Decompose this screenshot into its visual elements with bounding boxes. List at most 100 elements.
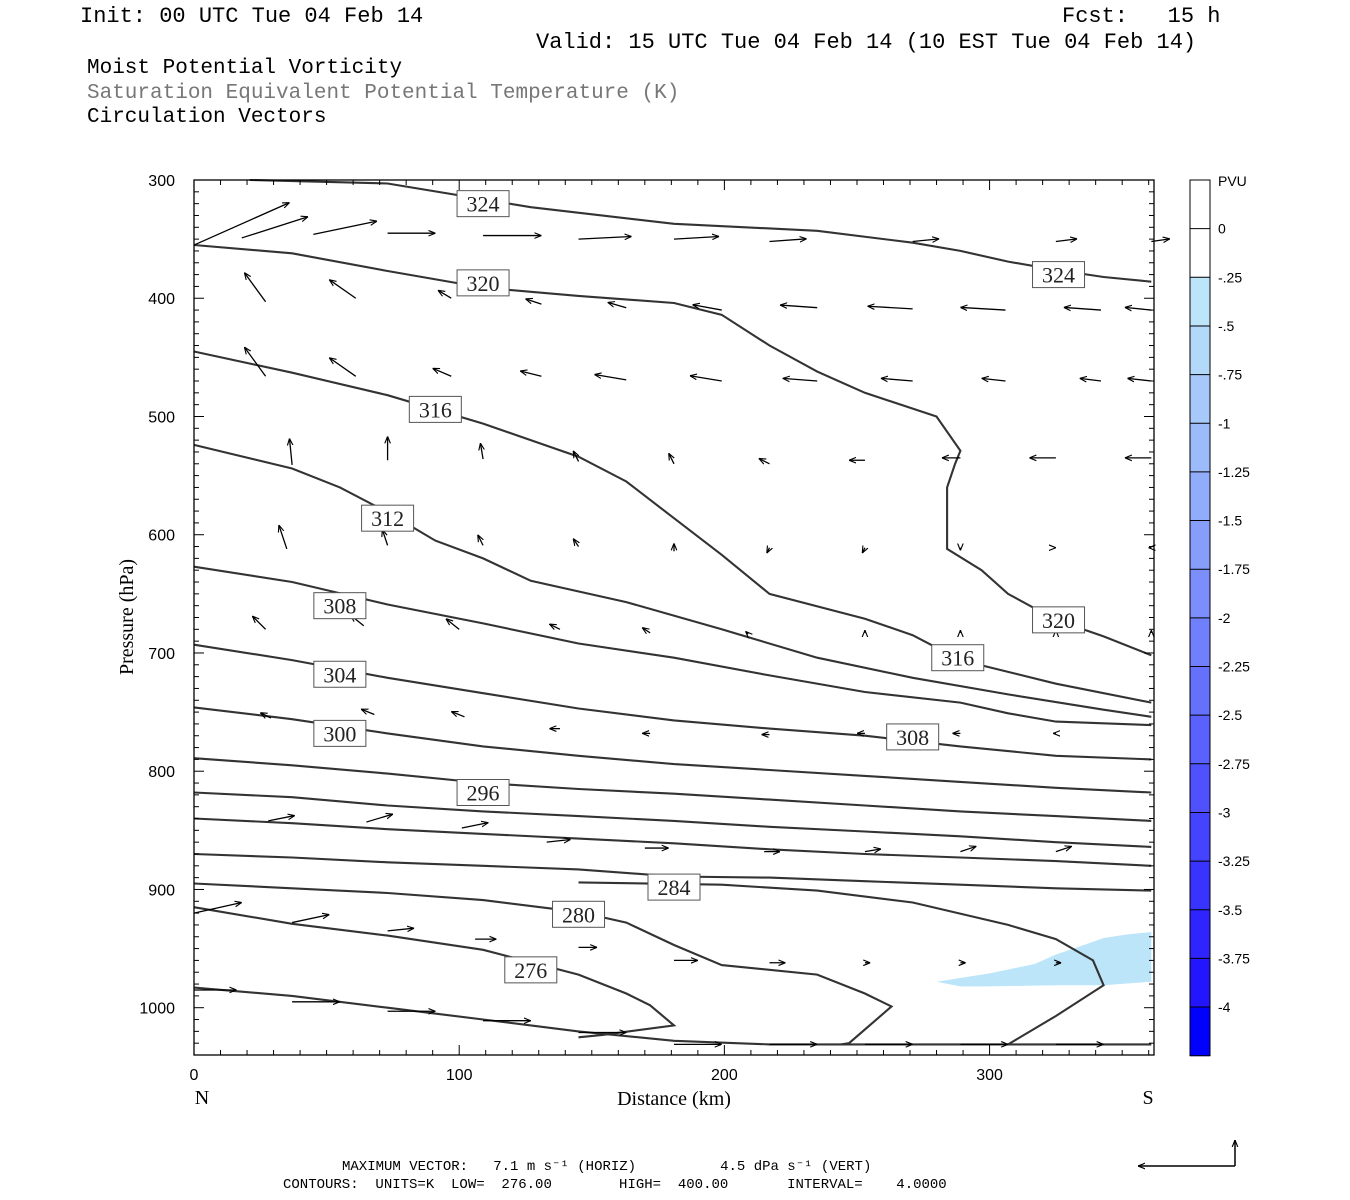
circulation-vector [881, 378, 913, 381]
y-tick-label: 800 [148, 764, 175, 781]
circulation-vector [864, 849, 881, 852]
colorbar-label: -3 [1218, 804, 1231, 820]
contour-label: 304 [323, 662, 356, 687]
contour-label: 308 [896, 725, 929, 750]
contour-label: 300 [323, 721, 356, 746]
colorbar-swatch [1190, 958, 1210, 1008]
circulation-vector [912, 239, 940, 242]
contour-info-note: CONTOURS: UNITS=K LOW= 276.00 HIGH= 400.… [283, 1177, 947, 1193]
colorbar-label: -3.5 [1218, 902, 1242, 918]
reference-vector-icon [1138, 1140, 1235, 1166]
x-axis-title: Distance (km) [617, 1088, 731, 1110]
contour-label-box [408, 395, 462, 423]
circulation-vector [690, 376, 722, 382]
contour-276 [193, 986, 1152, 1046]
colorbar-label: 0 [1218, 221, 1226, 237]
contour-label-box [886, 723, 940, 751]
circulation-vector [767, 548, 770, 553]
contour-label: 316 [941, 646, 974, 671]
contour-label: 316 [419, 397, 452, 422]
colorbar-swatch [1190, 909, 1210, 959]
circulation-vector [361, 708, 375, 716]
contour-label-box [456, 269, 510, 297]
colorbar-swatch [1190, 617, 1210, 667]
circulation-vector [520, 371, 542, 377]
circulation-vector [1055, 239, 1077, 242]
contour-292 [193, 791, 1152, 848]
circulation-vector [1127, 378, 1152, 381]
x-tick-label: 100 [446, 1067, 473, 1084]
valid-time: Valid: 15 UTC Tue 04 Feb 14 (10 EST Tue … [536, 30, 1197, 55]
colorbar-label: -3.75 [1218, 950, 1250, 966]
contour-312 [193, 443, 1152, 718]
circulation-vector [387, 928, 415, 931]
colorbar-swatch [1190, 423, 1210, 473]
colorbar-swatch [1190, 471, 1210, 522]
circulation-vector [642, 628, 651, 633]
colorbar-label: -1.75 [1218, 561, 1250, 577]
contour-label-box [552, 900, 606, 928]
y-tick-label: 500 [148, 409, 175, 426]
circulation-vector [329, 280, 357, 299]
contour-label: 324 [467, 192, 500, 217]
contour-label: 320 [467, 271, 500, 296]
contour-label: 296 [467, 781, 500, 806]
contour-label-box [504, 956, 558, 984]
circulation-vector [960, 846, 976, 853]
circulation-vectors [193, 203, 1170, 1045]
contour-label: 280 [562, 902, 595, 927]
circulation-vector [1064, 307, 1102, 310]
circulation-vector [193, 203, 289, 246]
circulation-vector [525, 299, 542, 305]
circulation-vector [746, 631, 749, 634]
x-tick-label: 0 [190, 1067, 199, 1084]
circulation-vector [780, 305, 818, 308]
y-tick-label: 1000 [139, 1001, 175, 1018]
colorbar-swatch [1190, 861, 1210, 911]
contour-276 [193, 906, 677, 1039]
contour-label-box [1032, 261, 1086, 289]
circulation-vector [693, 305, 722, 311]
circulation-vector [244, 273, 267, 303]
field-title-thetae: Saturation Equivalent Potential Temperat… [87, 82, 680, 105]
circulation-vector [594, 375, 627, 381]
circulation-vector [480, 443, 483, 460]
contour-label-box [313, 719, 367, 747]
circulation-vector [1055, 846, 1072, 853]
colorbar-label: -1.5 [1218, 513, 1242, 529]
contour-label-box [313, 660, 367, 688]
colorbar-label: -2.75 [1218, 756, 1250, 772]
circulation-vector [461, 823, 489, 829]
colorbar-swatch [1190, 277, 1210, 327]
axis-labels: Distance (km) Pressure (hPa) N S 0 100 200… [116, 173, 1154, 1110]
mpv-shaded-region [936, 932, 1152, 987]
circulation-vector [982, 378, 1006, 381]
init-time: Init: 00 UTC Tue 04 Feb 14 [80, 4, 424, 29]
field-title-vectors: Circulation Vectors [87, 106, 327, 129]
circulation-vector [279, 525, 288, 550]
contour-label-box [931, 644, 985, 672]
circulation-vector [669, 453, 674, 465]
circulation-vector [578, 236, 632, 239]
circulation-vector [573, 539, 578, 547]
colorbar-label: -.75 [1218, 367, 1242, 383]
contour-label-box [456, 779, 510, 806]
colorbar-label: -.5 [1218, 318, 1235, 334]
mpv-shading-layer [936, 932, 1152, 987]
colorbar-label: -2.25 [1218, 659, 1250, 675]
circulation-vector [862, 548, 865, 553]
circulation-vector [313, 221, 377, 236]
colorbar-swatch [1190, 763, 1210, 813]
contour-280 [578, 881, 1105, 1046]
contour-280 [193, 882, 894, 1046]
colorbar-swatch [1190, 1007, 1210, 1057]
circulation-vector [960, 307, 1006, 310]
x-left-end-label: N [195, 1087, 209, 1109]
y-tick-label: 700 [148, 646, 175, 663]
circulation-vector [769, 239, 806, 242]
contour-label-box [1032, 606, 1086, 634]
contour-label-box [647, 873, 701, 901]
contour-label-box [456, 190, 510, 218]
contour-label: 324 [1042, 263, 1075, 288]
